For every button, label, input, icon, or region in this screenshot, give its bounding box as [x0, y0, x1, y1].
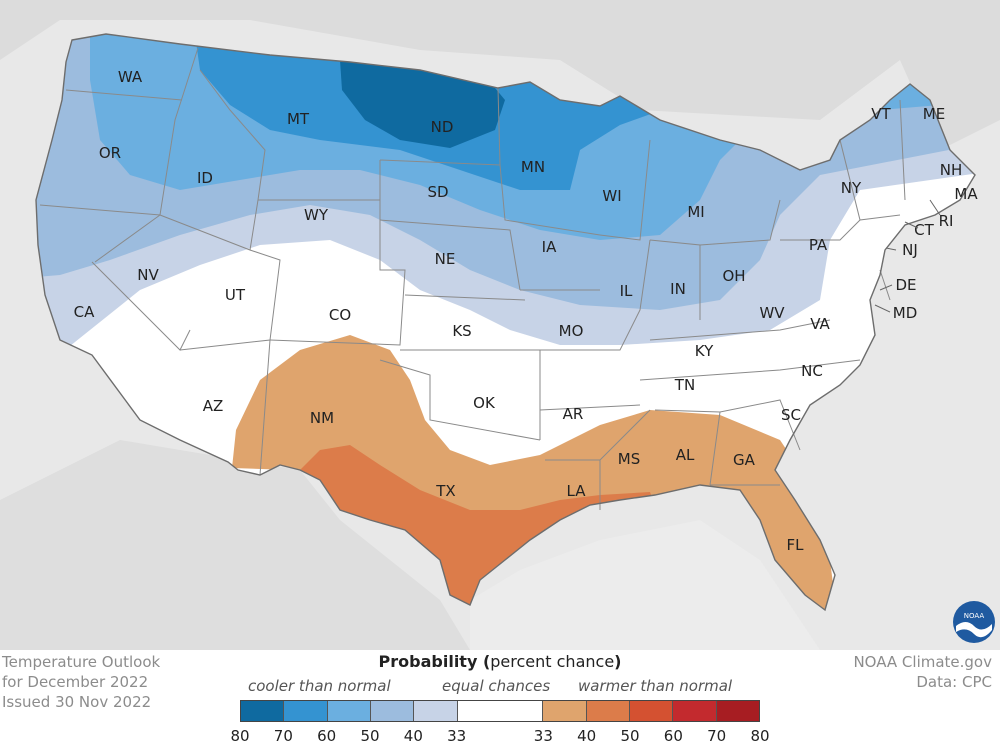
legend-tick-label: 40 [577, 727, 597, 745]
state-label-md: MD [893, 304, 918, 322]
legend-tick-label: 50 [620, 727, 640, 745]
state-label-ms: MS [618, 450, 640, 468]
legend-tick-label: 50 [360, 727, 380, 745]
legend-swatch [414, 701, 458, 721]
leader-lines [874, 199, 941, 313]
legend-cooler-label: cooler than normal [248, 677, 391, 695]
legend-tick-label: 80 [750, 727, 770, 745]
canada-land [0, 0, 1000, 150]
legend-tick-label: 33 [533, 727, 553, 745]
legend-tick-label: 70 [707, 727, 727, 745]
state-label-ri: RI [939, 212, 954, 230]
state-label-de: DE [895, 276, 916, 294]
state-label-sc: SC [781, 406, 801, 424]
legend-swatch [543, 701, 587, 721]
legend-ticks: 80 70 60 50 40 33 33 40 50 60 70 80 [230, 727, 770, 747]
state-label-nj: NJ [902, 241, 918, 259]
state-label-az: AZ [203, 397, 224, 415]
state-label-id: ID [197, 169, 213, 187]
state-label-ar: AR [563, 405, 584, 423]
state-label-va: VA [810, 315, 830, 333]
us-temperature-outlook-map: WA OR CA ID NV MT WY UT AZ CO NM ND SD N… [0, 0, 1000, 650]
warmer-33-40-area [232, 335, 840, 610]
caption-line-1: Temperature Outlook [2, 653, 161, 671]
state-label-or: OR [99, 144, 121, 162]
state-label-co: CO [329, 306, 351, 324]
legend-swatch [370, 701, 415, 721]
state-label-ca: CA [74, 303, 95, 321]
state-label-wv: WV [759, 304, 785, 322]
legend-warmer-label: warmer than normal [578, 677, 733, 695]
state-label-ma: MA [954, 185, 978, 203]
state-label-nc: NC [801, 362, 823, 380]
state-label-ks: KS [452, 322, 471, 340]
state-labels: WA OR CA ID NV MT WY UT AZ CO NM ND SD N… [74, 68, 979, 554]
state-label-ct: CT [914, 221, 934, 239]
state-label-mt: MT [287, 110, 310, 128]
noaa-logo-icon: NOAA [953, 601, 995, 643]
noaa-logo: NOAA [952, 600, 996, 644]
state-label-ga: GA [733, 451, 756, 469]
state-boundaries [39, 47, 906, 510]
legend: Probability (percent chance) cooler than… [230, 652, 770, 748]
legend-tick-label: 60 [317, 727, 337, 745]
caption-line-3: Issued 30 Nov 2022 [2, 693, 152, 711]
state-label-nm: NM [310, 409, 334, 427]
state-label-wi: WI [602, 187, 621, 205]
state-label-ne: NE [435, 250, 456, 268]
outlook-caption: Temperature Outlook for December 2022 Is… [2, 652, 232, 712]
state-label-mi: MI [687, 203, 704, 221]
us-outline [35, 33, 976, 612]
state-label-ky: KY [695, 342, 714, 360]
state-label-sd: SD [427, 183, 448, 201]
warmer-40-50-area [300, 445, 660, 610]
state-label-oh: OH [722, 267, 745, 285]
legend-swatch [586, 701, 630, 721]
legend-color-bar [240, 700, 760, 722]
state-label-vt: VT [871, 105, 891, 123]
legend-equal-label: equal chances [442, 677, 551, 695]
credits: NOAA Climate.gov Data: CPC [812, 652, 992, 692]
state-label-ia: IA [542, 238, 557, 256]
state-label-mo: MO [559, 322, 584, 340]
legend-tick-label: 40 [403, 727, 423, 745]
state-label-mn: MN [521, 158, 545, 176]
state-label-wy: WY [304, 206, 329, 224]
state-label-ut: UT [225, 286, 246, 304]
state-label-nv: NV [137, 266, 159, 284]
legend-swatch [629, 701, 674, 721]
caption-line-2: for December 2022 [2, 673, 149, 691]
state-label-tn: TN [674, 376, 695, 394]
legend-tick-label: 60 [663, 727, 683, 745]
mexico-land [0, 440, 470, 650]
legend-tick-label: 80 [230, 727, 250, 745]
legend-swatch [457, 701, 544, 721]
legend-swatch [327, 701, 371, 721]
credit-line-2: Data: CPC [916, 673, 992, 691]
legend-swatch [284, 701, 328, 721]
state-label-ok: OK [473, 394, 496, 412]
state-label-ny: NY [841, 179, 862, 197]
legend-swatch [716, 701, 759, 721]
state-label-tx: TX [435, 482, 455, 500]
state-label-il: IL [620, 282, 633, 300]
legend-swatch [673, 701, 717, 721]
legend-swatch [241, 701, 285, 721]
credit-line-1: NOAA Climate.gov [853, 653, 992, 671]
state-label-me: ME [923, 105, 945, 123]
noaa-logo-text: NOAA [964, 612, 985, 620]
state-label-fl: FL [787, 536, 805, 554]
state-label-al: AL [676, 446, 695, 464]
cooler-70-80-area [340, 60, 505, 148]
state-label-in: IN [670, 280, 686, 298]
state-label-wa: WA [118, 68, 143, 86]
legend-title: Probability (percent chance) [378, 652, 622, 671]
state-label-nd: ND [431, 118, 454, 136]
legend-tick-label: 70 [273, 727, 293, 745]
gulf-of-mexico [470, 520, 820, 650]
legend-tick-label: 33 [447, 727, 467, 745]
state-label-pa: PA [809, 236, 828, 254]
state-label-nh: NH [940, 161, 963, 179]
state-label-la: LA [567, 482, 587, 500]
